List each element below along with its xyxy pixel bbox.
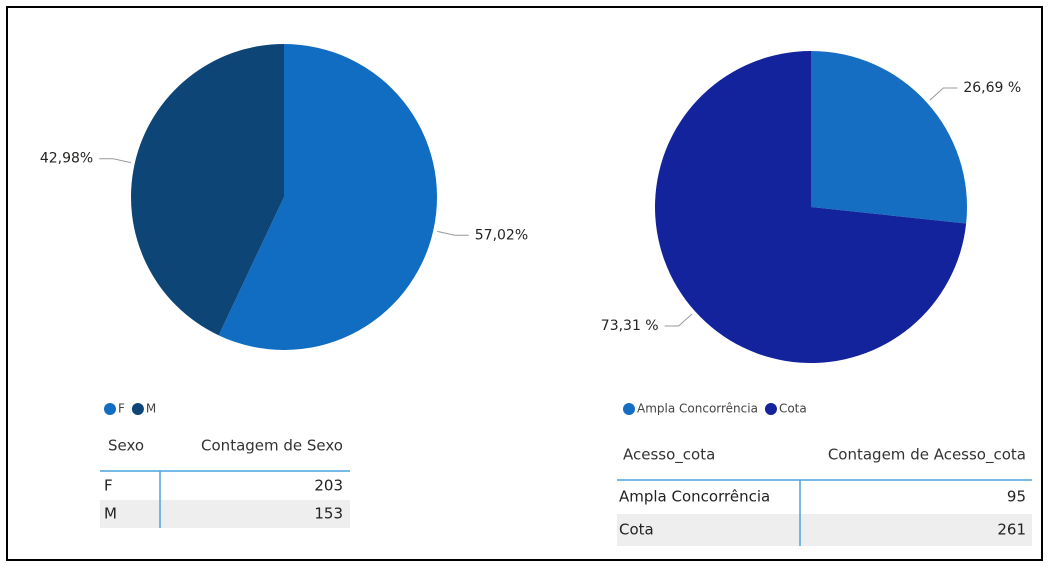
column-header: Acesso_cota [623, 446, 715, 465]
pie-slice [811, 51, 968, 224]
pie-slice [218, 44, 437, 350]
column-header: Sexo [108, 437, 144, 455]
legend-label: Ampla Concorrência [637, 402, 758, 416]
legend-marker [104, 403, 116, 415]
leader-line [929, 87, 958, 101]
data-label: 73,31 % [601, 318, 659, 334]
table-cell: 261 [997, 521, 1026, 539]
table-cell: Cota [619, 521, 654, 539]
legend-marker [131, 403, 144, 415]
data-label: 42,98% [40, 151, 93, 167]
table-cell: 95 [1007, 488, 1026, 506]
data-label: 26,69 % [963, 80, 1021, 96]
legend-label: M [146, 402, 156, 416]
legend-label: Cota [779, 402, 807, 416]
row-stripe [100, 500, 350, 528]
table-cell: 203 [314, 477, 343, 495]
legend-marker [764, 403, 777, 415]
table-cell: F [104, 477, 113, 495]
leader-line [664, 313, 693, 327]
leader-line [99, 158, 131, 164]
table-cell: Ampla Concorrência [619, 488, 770, 506]
leader-line [437, 230, 469, 236]
table-cell: 153 [314, 505, 343, 523]
table-cell: M [104, 505, 117, 523]
legend-label: F [118, 402, 125, 416]
data-label: 57,02% [475, 227, 528, 243]
pie-slice [655, 51, 967, 364]
row-stripe [617, 514, 1032, 546]
column-header: Contagem de Sexo [201, 437, 343, 455]
legend-marker [623, 403, 635, 415]
pie-slice [130, 44, 284, 336]
column-header: Contagem de Acesso_cota [828, 446, 1026, 465]
